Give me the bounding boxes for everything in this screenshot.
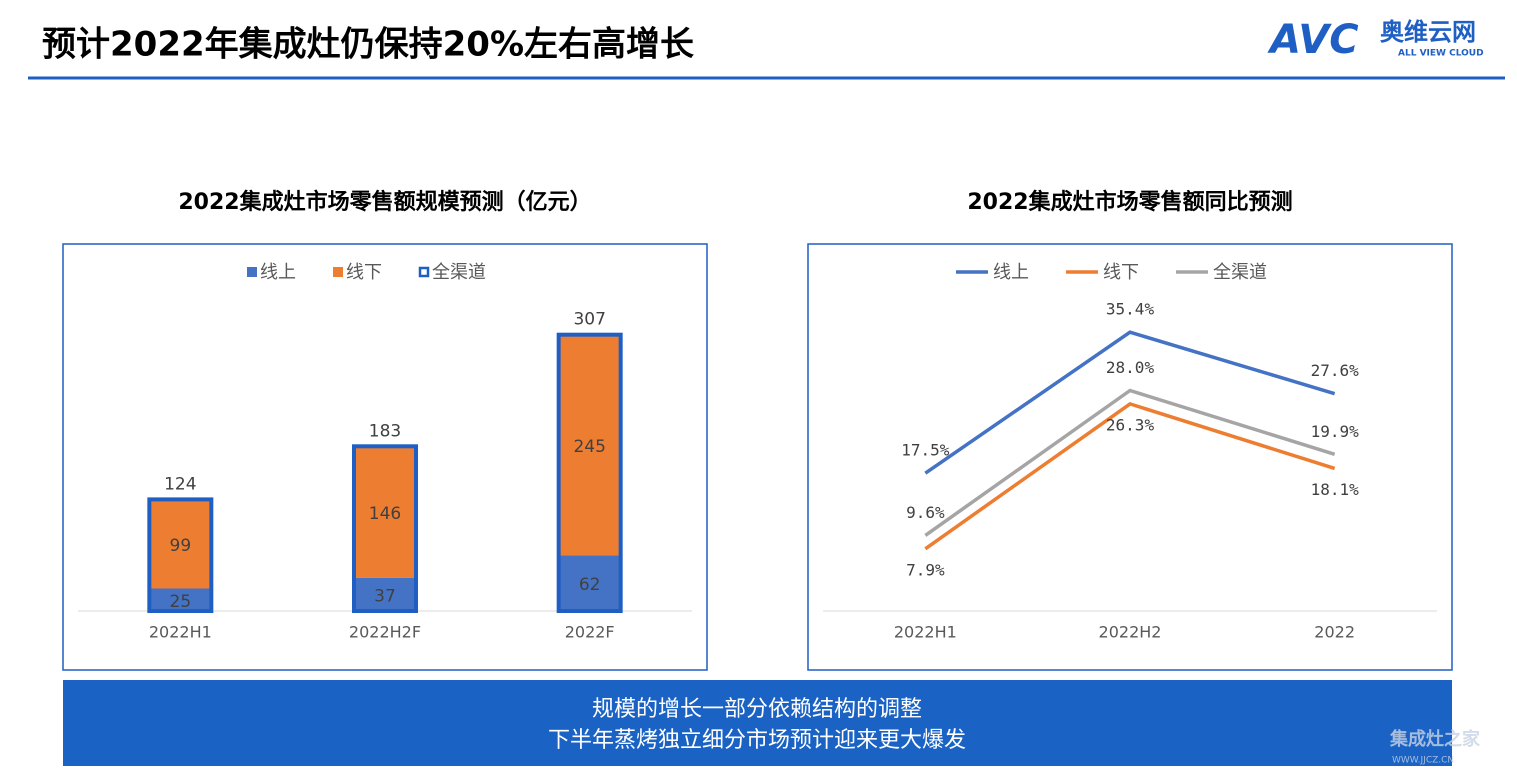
value-label: 27.6% bbox=[1311, 361, 1360, 380]
legend-label: 线下 bbox=[346, 262, 382, 283]
value-label: 28.0% bbox=[1106, 358, 1155, 377]
bar-segment bbox=[558, 555, 621, 611]
value-label: 17.5% bbox=[901, 441, 950, 460]
legend-label: 线上 bbox=[260, 262, 296, 283]
value-label: 35.4% bbox=[1106, 300, 1155, 319]
footer-banner bbox=[63, 680, 1452, 766]
x-tick-label: 2022H1 bbox=[894, 623, 957, 642]
legend-label: 线下 bbox=[1103, 262, 1139, 283]
bar-segment bbox=[354, 577, 416, 611]
series-line bbox=[924, 388, 1336, 537]
bar-segment bbox=[354, 446, 416, 578]
bar-segment bbox=[149, 588, 212, 611]
chart-title: 2022集成灶市场零售额同比预测 bbox=[967, 189, 1292, 215]
segment-label: 99 bbox=[170, 536, 192, 556]
value-label: 26.3% bbox=[1106, 415, 1155, 434]
value-label: 9.6% bbox=[906, 503, 945, 522]
total-outline bbox=[352, 444, 418, 613]
segment-label: 62 bbox=[579, 575, 601, 595]
series-line bbox=[924, 401, 1336, 551]
total-outline bbox=[556, 332, 623, 613]
legend-swatch bbox=[333, 267, 343, 277]
x-tick-label: 2022F bbox=[565, 623, 615, 642]
value-label: 18.1% bbox=[1311, 480, 1360, 499]
total-label: 183 bbox=[369, 421, 401, 441]
footer-text: 规模的增长一部分依赖结构的调整 bbox=[592, 697, 922, 722]
chart-frame bbox=[62, 243, 708, 671]
legend-swatch bbox=[247, 267, 257, 277]
logo-mark: AVC bbox=[1267, 17, 1359, 63]
segment-label: 245 bbox=[573, 437, 605, 457]
segment-label: 37 bbox=[374, 586, 396, 606]
bar-segment bbox=[149, 499, 212, 589]
legend-label: 全渠道 bbox=[1213, 262, 1267, 283]
x-tick-label: 2022 bbox=[1314, 623, 1355, 642]
value-label: 19.9% bbox=[1311, 422, 1360, 441]
total-outline bbox=[147, 497, 214, 613]
x-tick-label: 2022H2F bbox=[349, 623, 421, 642]
logo-name: 奥维云网 bbox=[1380, 18, 1476, 46]
legend-swatch bbox=[418, 266, 430, 278]
total-label: 307 bbox=[573, 310, 605, 330]
x-tick-label: 2022H1 bbox=[149, 623, 212, 642]
watermark-name: 集成灶之家 bbox=[1389, 728, 1481, 750]
series-line bbox=[924, 330, 1336, 475]
chart-frame bbox=[807, 243, 1453, 671]
value-label: 7.9% bbox=[906, 560, 945, 579]
bar-segment bbox=[558, 334, 621, 556]
watermark-url: WWW.JJCZ.CN bbox=[1392, 756, 1454, 766]
chart-title: 2022集成灶市场零售额规模预测（亿元） bbox=[178, 189, 591, 215]
slide-title: 预计2022年集成灶仍保持20%左右高增长 bbox=[42, 25, 694, 65]
total-label: 124 bbox=[164, 474, 196, 494]
legend-label: 线上 bbox=[993, 262, 1029, 283]
legend-label: 全渠道 bbox=[432, 262, 486, 283]
logo-tagline: ALL VIEW CLOUD bbox=[1398, 49, 1484, 59]
segment-label: 25 bbox=[170, 592, 192, 612]
footer-text: 下半年蒸烤独立细分市场预计迎来更大爆发 bbox=[548, 728, 966, 753]
segment-label: 146 bbox=[369, 504, 401, 524]
x-tick-label: 2022H2 bbox=[1099, 623, 1162, 642]
